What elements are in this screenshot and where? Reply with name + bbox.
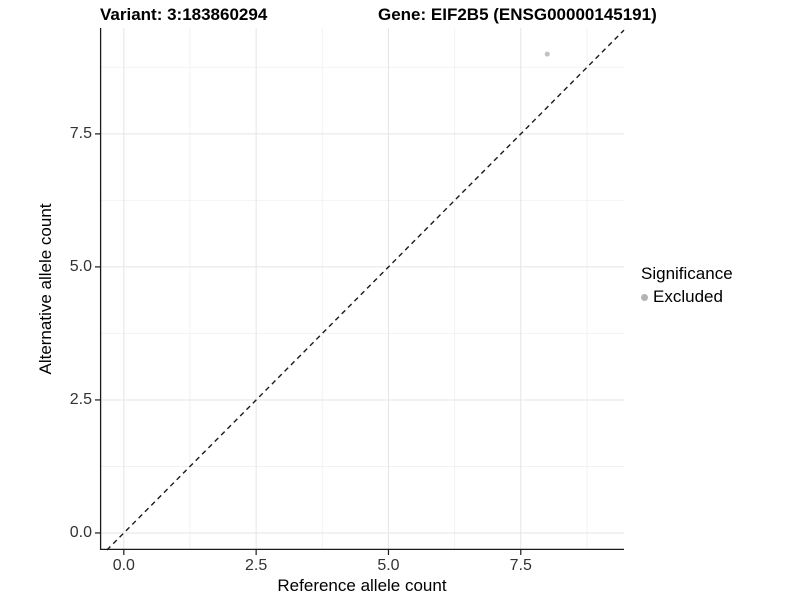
y-tick-label: 7.5 [69,124,92,142]
x-tick-label: 5.0 [377,557,400,574]
plot-svg [95,28,625,555]
legend: Significance Excluded [641,264,733,307]
data-point [544,51,550,57]
plot-title-variant: Variant: 3:183860294 [100,5,268,24]
plot-title-gene: Gene: EIF2B5 (ENSG00000145191) [378,5,657,24]
identity-line [106,29,625,551]
legend-title: Significance [641,264,733,283]
x-tick-label: 2.5 [245,557,268,574]
x-tick-label: 7.5 [509,557,532,574]
legend-item: Excluded [641,287,733,307]
x-tick-label: 0.0 [112,557,135,574]
y-tick-label: 2.5 [69,390,92,408]
y-tick-label: 0.0 [69,523,92,541]
legend-point-icon [641,293,648,301]
y-tick-label: 5.0 [69,257,92,275]
y-axis-title: Alternative allele count [36,203,55,375]
x-axis-title: Reference allele count [277,576,447,595]
plot-panel [95,28,625,555]
legend-item-label: Excluded [653,287,723,306]
